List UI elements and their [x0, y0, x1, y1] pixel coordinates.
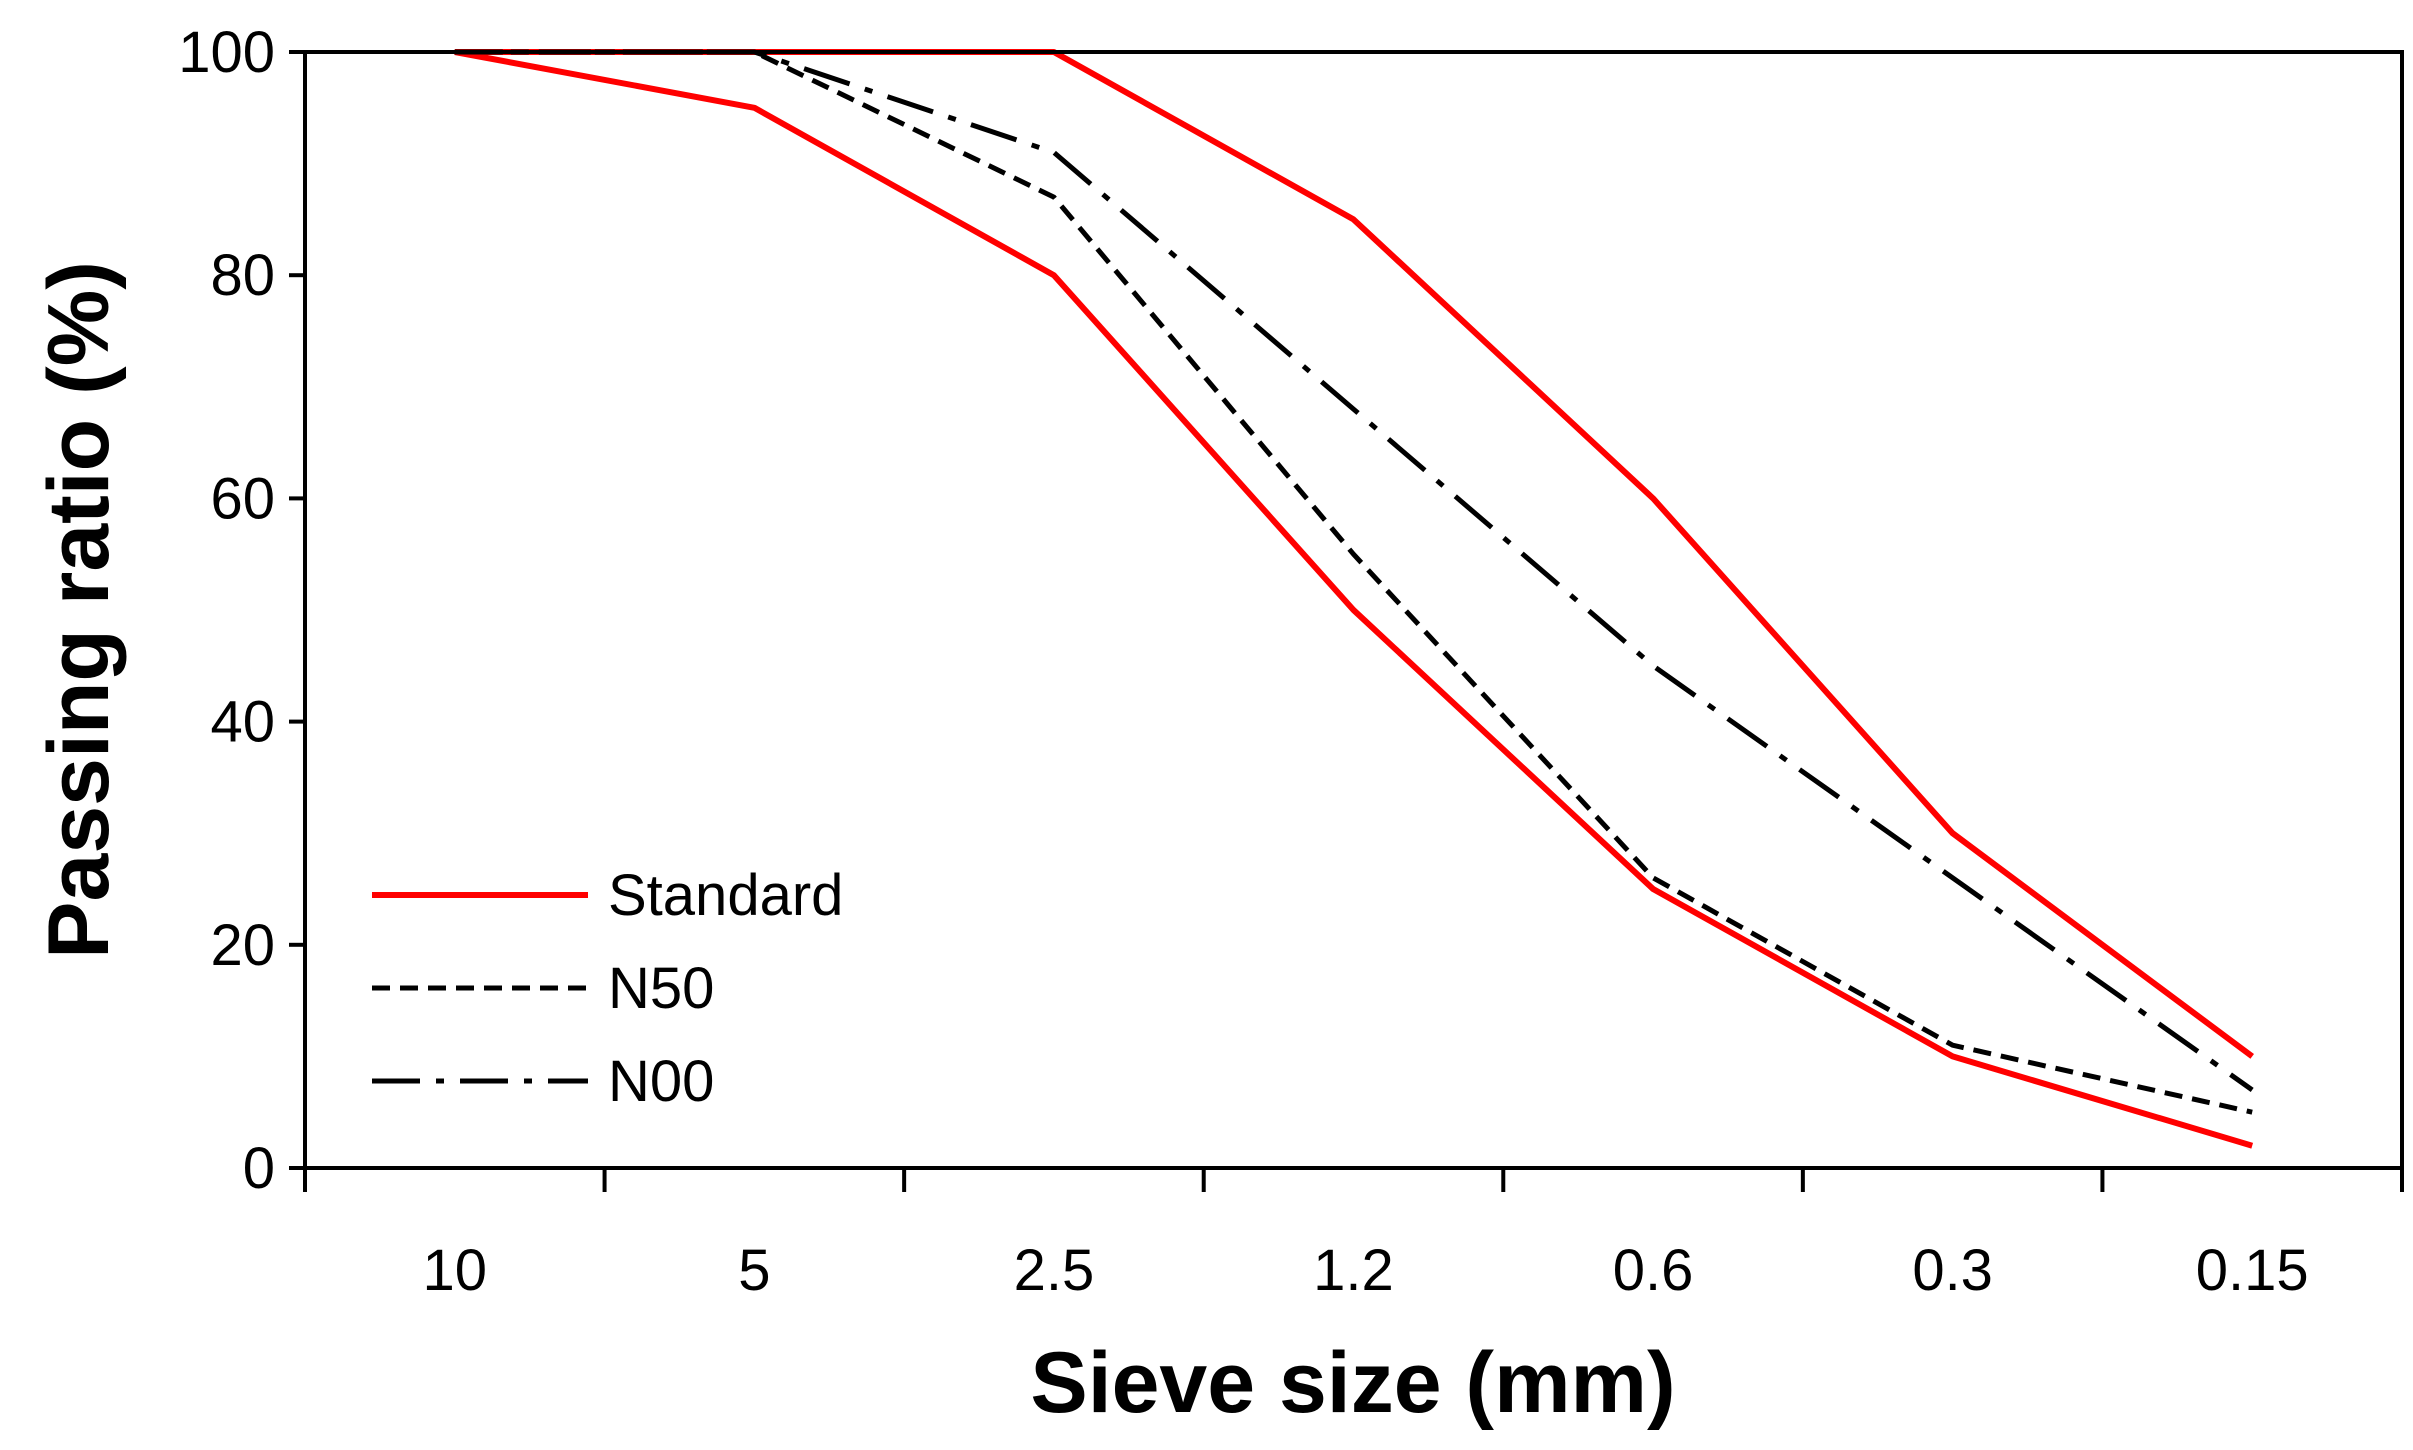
x-axis-title: Sieve size (mm) — [1030, 1335, 1675, 1431]
legend-label: N50 — [608, 956, 714, 1021]
x-tick-label: 0.6 — [1613, 1238, 1694, 1303]
y-tick-label: 20 — [210, 913, 275, 978]
x-tick-label: 0.3 — [1912, 1238, 1993, 1303]
plot-frame — [303, 50, 2404, 1170]
x-tick-label: 2.5 — [1014, 1238, 1095, 1303]
series-line-standard-lower-limit — [454, 49, 2254, 1149]
y-tick-label: 80 — [210, 243, 275, 308]
legend-label: N00 — [608, 1049, 714, 1114]
y-tick-label: 100 — [178, 20, 275, 85]
x-tick-label: 10 — [423, 1238, 488, 1303]
x-tick-label: 1.2 — [1313, 1238, 1394, 1303]
x-tick-label: 5 — [738, 1238, 770, 1303]
legend: Standard N50 N00 — [372, 863, 843, 1114]
x-tick-label: 0.15 — [2196, 1238, 2309, 1303]
axis-layer: 0 20 40 60 80 100 10 5 2.5 1.2 0.6 0.3 0.15 — [178, 20, 2404, 1303]
y-axis-title: Passing ratio (%) — [31, 261, 127, 959]
series-line-n50 — [454, 49, 2253, 1115]
y-tick-label: 40 — [210, 690, 275, 755]
y-tick-label: 0 — [243, 1136, 275, 1201]
y-tick-label: 60 — [210, 466, 275, 531]
legend-label: Standard — [608, 863, 843, 928]
